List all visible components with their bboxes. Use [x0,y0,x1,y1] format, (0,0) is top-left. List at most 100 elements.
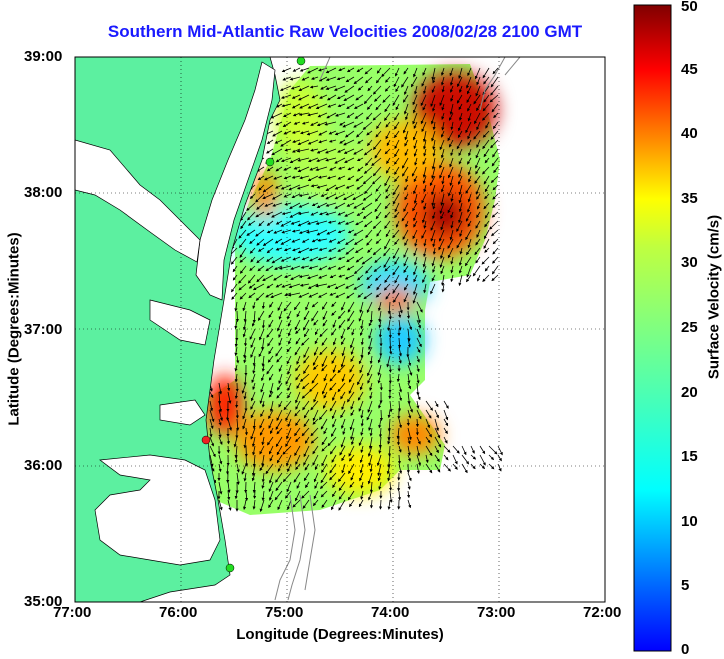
colorbar-tick-label: 25 [681,319,698,336]
velocity-vector [366,238,373,246]
station-marker [265,157,275,167]
velocity-vector [287,319,292,327]
velocity-vector [313,364,319,370]
velocity-vector [233,436,238,448]
velocity-vector [407,436,411,445]
velocity-vector [403,202,409,213]
velocity-vector [281,103,292,108]
velocity-vector [337,382,346,393]
velocity-vector [484,211,490,219]
velocity-vector [353,103,364,109]
velocity-vector [234,301,238,312]
velocity-vector [440,76,445,86]
velocity-vector [265,265,274,272]
velocity-vector [432,202,436,210]
velocity-vector [345,220,355,225]
velocity-vector [375,76,382,84]
velocity-vector [402,229,409,240]
velocity-vector [468,148,472,157]
velocity-vector [375,184,382,193]
velocity-vector [432,148,436,157]
velocity-vector [443,445,451,453]
velocity-vector [395,103,400,111]
velocity-vector [474,175,481,184]
velocity-vector [275,436,283,448]
station-marker [225,563,235,573]
velocity-vector [379,409,383,422]
velocity-vector [372,175,382,185]
velocity-vector [429,175,436,187]
velocity-vector [323,373,328,382]
velocity-vector [260,373,265,382]
velocity-vector [316,148,328,154]
velocity-vector [295,328,301,335]
velocity-vector [457,76,463,88]
velocity-vector [450,256,454,265]
station-marker [296,57,306,66]
velocity-vector [283,130,292,135]
velocity-vector [310,148,319,152]
velocity-vector [255,193,265,203]
velocity-vector [297,139,310,146]
velocity-vector [479,445,486,455]
velocity-vector [250,256,256,263]
velocity-vector [394,274,400,284]
velocity-vector [457,175,463,185]
velocity-vector [374,148,382,159]
velocity-vector [209,436,215,447]
velocity-vector [423,139,427,150]
velocity-vector [280,94,292,99]
velocity-vector [321,436,328,446]
velocity-vector [384,211,391,219]
velocity-vector [413,247,418,257]
velocity-vector [312,445,319,455]
velocity-vector [458,112,463,121]
velocity-vector [242,319,247,331]
velocity-vector [310,427,319,437]
velocity-vector [268,310,274,319]
velocity-vector [306,229,319,234]
velocity-vector [275,247,283,251]
velocity-vector [364,67,373,75]
velocity-vector [360,346,364,359]
velocity-vector [283,301,292,312]
velocity-vector [473,94,481,105]
velocity-vector [395,85,400,93]
velocity-vector [347,301,355,313]
velocity-vector [447,130,454,142]
velocity-vector [430,112,436,125]
velocity-vector [431,184,436,196]
velocity-vector [372,112,382,121]
velocity-vector [250,427,256,440]
velocity-vector [384,220,391,229]
velocity-vector [303,310,310,321]
velocity-vector [251,373,256,384]
velocity-vector [336,238,346,244]
velocity-vector [392,184,400,196]
velocity-vector [458,274,463,287]
colorbar-tick-label: 30 [681,254,698,272]
velocity-vector [238,229,247,239]
velocity-vector [280,220,292,227]
velocity-vector [289,202,301,209]
velocity-vector [413,148,418,157]
velocity-vector [458,148,463,157]
velocity-vector [295,418,301,427]
colorbar-tick-label: 10 [681,512,698,530]
velocity-vector [458,121,463,132]
velocity-vector [458,157,463,165]
velocity-vector [440,67,445,76]
velocity-vector [448,184,454,197]
velocity-vector [465,229,472,241]
velocity-vector [407,409,412,419]
velocity-vector [438,238,445,251]
velocity-vector [256,274,265,283]
velocity-vector [440,247,445,260]
velocity-vector [398,391,403,402]
velocity-vector [315,283,328,288]
velocity-vector [450,265,454,274]
velocity-vector [404,184,409,191]
velocity-vector [323,391,328,399]
velocity-vector [249,328,256,340]
velocity-vector [388,481,393,491]
